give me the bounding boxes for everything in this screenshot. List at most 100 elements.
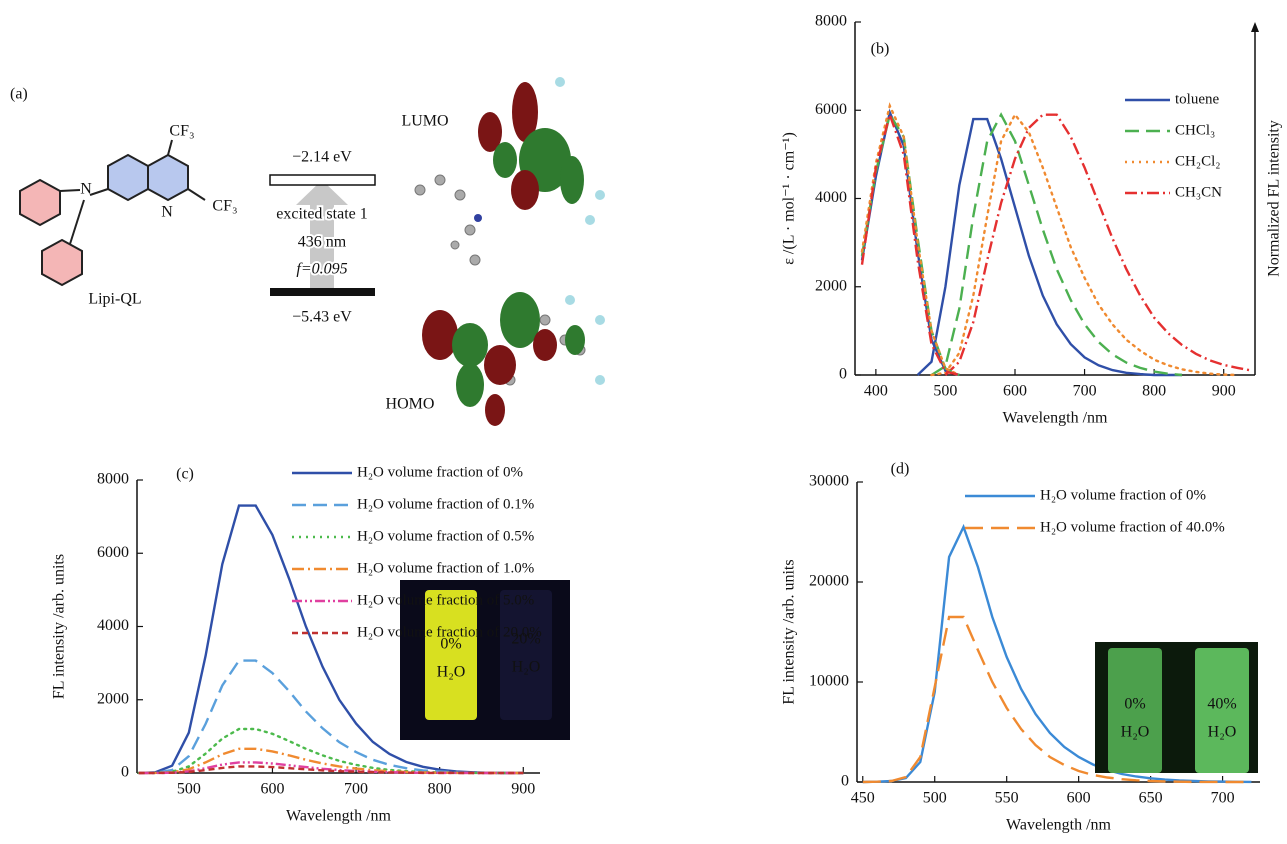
x-tick-label: 500 bbox=[933, 383, 957, 400]
x-tick-label: 600 bbox=[260, 781, 284, 798]
x-axis-label: Wavelength /nm bbox=[1006, 817, 1111, 834]
phenyl-ring bbox=[19, 178, 61, 227]
bond bbox=[187, 188, 206, 201]
atom-label: N bbox=[80, 181, 92, 198]
y-tick-label: 6000 bbox=[815, 101, 847, 118]
x-tick-label: 600 bbox=[1003, 383, 1027, 400]
y-tick-label: 0 bbox=[841, 773, 849, 790]
chart: 500 600 700 800 900 0 2000 4000 6000 8000 Waveleng… bbox=[51, 464, 570, 825]
data-line bbox=[860, 110, 960, 377]
phenyl-ring bbox=[41, 238, 83, 287]
y-tick-label: 4000 bbox=[97, 617, 129, 634]
x-tick-label: 500 bbox=[177, 781, 201, 798]
lumo-energy: −2.14 eV bbox=[292, 149, 352, 166]
data-line bbox=[860, 111, 960, 377]
inset-label: H₂O bbox=[1121, 724, 1150, 741]
panel-label: (b) bbox=[871, 41, 890, 58]
y-tick-label: 20000 bbox=[809, 573, 849, 590]
homo-energy: −5.43 eV bbox=[292, 309, 352, 326]
data-line bbox=[137, 727, 525, 775]
y-tick-label: 8000 bbox=[97, 471, 129, 488]
y-tick-label: 0 bbox=[121, 764, 129, 781]
y-tick-label: 6000 bbox=[97, 544, 129, 561]
homo-orbital bbox=[422, 292, 605, 426]
data-line bbox=[930, 112, 1239, 377]
x-tick-label: 900 bbox=[511, 781, 535, 798]
homo-level bbox=[270, 288, 375, 296]
vial bbox=[1108, 648, 1162, 773]
inset-label: 0% bbox=[440, 636, 461, 653]
x-tick-label: 900 bbox=[1212, 383, 1236, 400]
inset-label: H₂O bbox=[1208, 724, 1237, 741]
bond bbox=[59, 189, 81, 192]
data-line bbox=[138, 747, 524, 775]
quinoline-ring bbox=[147, 153, 189, 202]
data-line bbox=[860, 102, 961, 377]
inset-label: H₂O bbox=[512, 659, 541, 676]
x-axis-label: Wavelength /nm bbox=[1003, 410, 1108, 427]
x-tick-label: 650 bbox=[1139, 790, 1163, 807]
lumo-orbital bbox=[414, 77, 605, 266]
x-tick-label: 700 bbox=[1073, 383, 1097, 400]
x-tick-label: 700 bbox=[1211, 790, 1235, 807]
vial bbox=[1195, 648, 1249, 773]
inset-label: 0% bbox=[1124, 696, 1145, 713]
chart: 450 500 550 600 650 700 0 10000 20000 30000 Wavele… bbox=[781, 461, 1260, 834]
legend-label: H₂O volume fraction of 0% bbox=[357, 464, 523, 480]
panel-label: (c) bbox=[176, 466, 194, 483]
vial bbox=[500, 590, 552, 720]
bond bbox=[89, 188, 109, 196]
x-tick-label: 550 bbox=[995, 790, 1019, 807]
x-tick-label: 600 bbox=[1067, 790, 1091, 807]
data-line bbox=[138, 765, 524, 775]
y-axis-label: ε /(L · mol⁻¹ · cm⁻¹) bbox=[781, 132, 798, 265]
legend-label: H₂O volume fraction of 20.0% bbox=[357, 624, 542, 640]
panel-a: (a) N N CF₃ CF₃ Lipi-QL −2.14 eV excited… bbox=[10, 77, 605, 426]
y-tick-label: 8000 bbox=[815, 13, 847, 30]
bond bbox=[167, 139, 173, 156]
substituent: CF₃ bbox=[212, 198, 237, 215]
legend-label: CHCl₃ bbox=[1175, 122, 1215, 138]
atom-label: N bbox=[161, 204, 173, 221]
substituent: CF₃ bbox=[169, 123, 194, 140]
lumo-level bbox=[269, 174, 376, 186]
x-tick-label: 700 bbox=[344, 781, 368, 798]
transition-label: f=0.095 bbox=[296, 261, 347, 278]
legend-label: H₂O volume fraction of 0.1% bbox=[357, 496, 534, 512]
y-tick-label: 0 bbox=[839, 366, 847, 383]
x-tick-label: 450 bbox=[851, 790, 875, 807]
x-axis-label: Wavelength /nm bbox=[286, 808, 391, 825]
legend-label: H₂O volume fraction of 0.5% bbox=[357, 528, 534, 544]
legend-label: H₂O volume fraction of 40.0% bbox=[1040, 519, 1225, 535]
x-tick-label: 500 bbox=[923, 790, 947, 807]
lumo-label: LUMO bbox=[401, 113, 448, 130]
bond bbox=[69, 199, 85, 245]
panel-label: (a) bbox=[10, 86, 28, 103]
vial bbox=[425, 590, 477, 720]
data-line bbox=[916, 117, 1182, 377]
transition-label: 436 nm bbox=[298, 234, 347, 251]
quinoline-ring bbox=[107, 153, 149, 202]
legend-label: CH₂Cl₂ bbox=[1175, 153, 1220, 169]
transition-arrow bbox=[296, 180, 348, 290]
y-tick-label: 2000 bbox=[815, 277, 847, 294]
y-tick-label: 10000 bbox=[809, 673, 849, 690]
y-axis-label: FL intensity /arb. units bbox=[51, 554, 68, 699]
legend-label: H₂O volume fraction of 5.0% bbox=[357, 592, 534, 608]
x-tick-label: 800 bbox=[1142, 383, 1166, 400]
data-line bbox=[860, 108, 960, 377]
chart: 400 500 600 700 800 900 0 2000 4000 6000 8000 Wavel… bbox=[781, 13, 1283, 427]
legend-label: H₂O volume fraction of 1.0% bbox=[357, 560, 534, 576]
x-tick-label: 800 bbox=[428, 781, 452, 798]
legend-label: toluene bbox=[1175, 91, 1219, 107]
panel-label: (d) bbox=[891, 461, 910, 478]
y-tick-label: 30000 bbox=[809, 473, 849, 490]
y-tick-label: 4000 bbox=[815, 189, 847, 206]
legend-label: H₂O volume fraction of 0% bbox=[1040, 487, 1206, 503]
y2-arrow bbox=[1251, 22, 1259, 32]
data-line bbox=[862, 615, 1252, 784]
legend-label: CH₃CN bbox=[1175, 184, 1222, 200]
inset-label: H₂O bbox=[437, 664, 466, 681]
data-line bbox=[944, 113, 1252, 376]
